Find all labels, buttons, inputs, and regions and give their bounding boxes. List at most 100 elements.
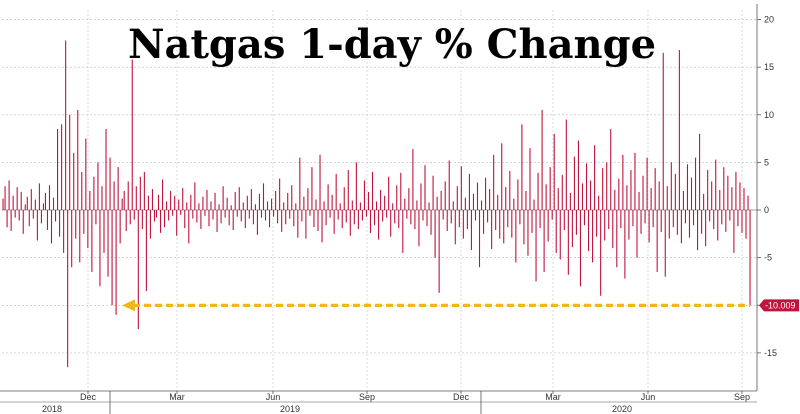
bar: [343, 187, 345, 211]
bar: [79, 210, 81, 263]
bar: [660, 210, 662, 232]
bar: [715, 159, 717, 211]
bar: [234, 191, 236, 211]
bar: [119, 210, 121, 244]
x-tick-label: Jun: [266, 392, 281, 402]
bar: [664, 210, 666, 277]
bar: [18, 210, 20, 221]
bar: [598, 195, 600, 211]
bar-series: [2, 40, 751, 368]
bar: [75, 210, 77, 239]
bar: [541, 110, 543, 211]
y-tick-label: 20: [764, 15, 774, 25]
bar: [632, 210, 634, 227]
bar: [551, 210, 553, 220]
bar: [561, 174, 563, 211]
bar: [464, 197, 466, 211]
bar: [218, 204, 220, 211]
bar: [575, 210, 577, 235]
bar: [392, 203, 394, 211]
bar: [176, 210, 178, 236]
bar: [501, 143, 503, 211]
bar: [361, 210, 363, 221]
bar: [327, 184, 329, 211]
bar: [273, 210, 275, 217]
last-value-badge-bg: [759, 299, 799, 312]
bar: [28, 210, 30, 227]
bar: [553, 133, 555, 211]
bar: [658, 181, 660, 211]
x-tick-label: Jun: [641, 392, 656, 402]
bar: [426, 210, 428, 227]
bar: [309, 210, 311, 216]
bar: [101, 186, 103, 211]
bar: [622, 154, 624, 211]
bar: [428, 202, 430, 211]
bar: [705, 210, 707, 247]
bar: [466, 210, 468, 230]
bar: [378, 210, 380, 240]
bar: [236, 210, 238, 217]
bar: [547, 210, 549, 242]
bar: [6, 210, 8, 228]
bar: [349, 210, 351, 236]
bar: [456, 186, 458, 211]
bar: [135, 186, 137, 211]
bar: [127, 181, 129, 211]
bar: [527, 210, 529, 256]
year-label: 2018: [42, 404, 62, 414]
bar: [585, 163, 588, 211]
bar: [335, 173, 337, 211]
bar: [63, 210, 65, 253]
bar: [303, 196, 305, 211]
bar: [531, 210, 533, 233]
bar: [69, 114, 71, 211]
bar: [630, 170, 632, 211]
bar: [569, 192, 571, 211]
bar: [226, 197, 228, 211]
bar: [676, 210, 678, 235]
bar: [513, 198, 515, 211]
bar: [222, 186, 224, 211]
bar: [339, 203, 341, 211]
bar: [329, 210, 331, 218]
bar: [743, 188, 745, 211]
bar: [111, 210, 113, 306]
bar: [634, 152, 636, 211]
bar: [666, 186, 668, 211]
bar: [503, 210, 505, 244]
bar: [264, 210, 267, 221]
bar: [565, 119, 567, 211]
bar: [359, 202, 361, 211]
bar: [210, 201, 212, 211]
bar: [414, 210, 416, 230]
bar: [287, 192, 289, 211]
bar: [367, 191, 370, 211]
bar: [40, 210, 42, 224]
bar: [723, 167, 725, 211]
bar: [196, 210, 198, 223]
bar: [644, 210, 646, 224]
bar: [260, 210, 263, 218]
bar: [180, 210, 182, 215]
bar: [442, 210, 444, 220]
bar: [509, 170, 511, 211]
bar: [424, 165, 426, 211]
bar: [583, 210, 586, 226]
bar: [26, 196, 28, 211]
bar: [153, 210, 156, 222]
bar: [398, 210, 400, 229]
bar: [489, 189, 491, 211]
bar: [626, 185, 628, 211]
bar: [573, 156, 575, 211]
bar: [652, 210, 654, 228]
bar: [690, 177, 693, 211]
bar: [30, 189, 32, 211]
bar: [430, 210, 432, 235]
bar: [2, 198, 4, 211]
bar: [242, 202, 244, 211]
bar: [159, 210, 162, 233]
bar: [440, 190, 442, 211]
bar: [357, 210, 359, 230]
bar: [376, 201, 378, 211]
